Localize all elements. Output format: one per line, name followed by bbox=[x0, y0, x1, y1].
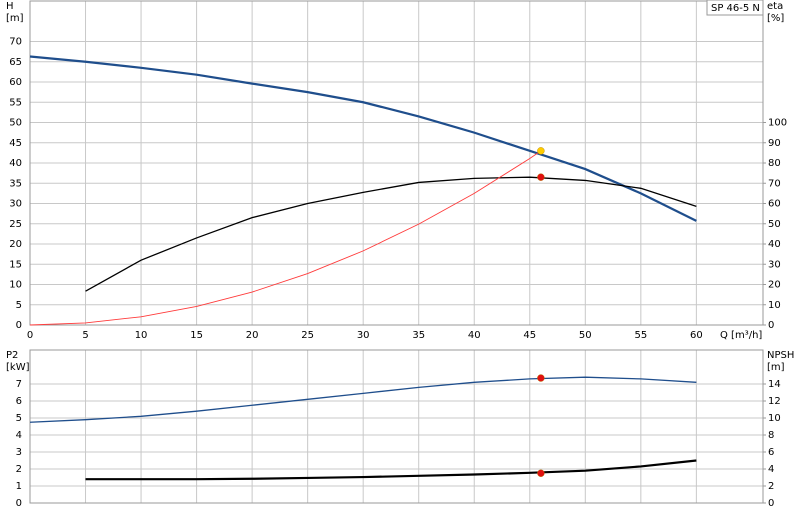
x-tick-label: 5 bbox=[82, 330, 88, 341]
curve bbox=[29, 55, 697, 222]
x-tick-label: 20 bbox=[246, 330, 259, 341]
y-tick-label: 1 bbox=[16, 481, 22, 492]
y2-tick-label: 10 bbox=[768, 413, 781, 424]
y2-tick-label: 14 bbox=[768, 379, 781, 390]
y-tick-label: 10 bbox=[9, 280, 22, 291]
y2-tick-label: 80 bbox=[768, 158, 781, 169]
x-tick-label: 30 bbox=[357, 330, 370, 341]
y-tick-label: 0 bbox=[16, 498, 22, 509]
y2-tick-label: 50 bbox=[768, 219, 781, 230]
y2-tick-label: 4 bbox=[768, 464, 774, 475]
x-tick-label: 40 bbox=[468, 330, 481, 341]
x-tick-label: 0 bbox=[27, 330, 33, 341]
x-tick-label: 10 bbox=[135, 330, 148, 341]
y-tick-label: 15 bbox=[9, 259, 22, 270]
y2-tick-label: 30 bbox=[768, 259, 781, 270]
y2-tick-label: 10 bbox=[768, 300, 781, 311]
plot-frame bbox=[29, 0, 764, 326]
operating-point bbox=[537, 469, 545, 477]
x-tick-label: 35 bbox=[412, 330, 425, 341]
y2-axis-label: NPSH bbox=[767, 350, 794, 361]
y2-tick-label: 40 bbox=[768, 239, 781, 250]
y2-tick-label: 12 bbox=[768, 396, 781, 407]
curve bbox=[85, 176, 697, 292]
y-tick-label: 65 bbox=[9, 57, 22, 68]
y-tick-label: 30 bbox=[9, 199, 22, 210]
y-tick-label: 6 bbox=[16, 396, 22, 407]
x-tick-label: 60 bbox=[690, 330, 703, 341]
y2-tick-label: 2 bbox=[768, 481, 774, 492]
legend-box bbox=[706, 0, 764, 16]
curve bbox=[29, 150, 542, 326]
y2-tick-label: 60 bbox=[768, 199, 781, 210]
y2-axis-label: [%] bbox=[767, 13, 784, 24]
operating-point bbox=[537, 173, 545, 181]
x-axis-label: Q [m³/h] bbox=[720, 330, 762, 341]
y-tick-label: 5 bbox=[16, 413, 22, 424]
y2-tick-label: 0 bbox=[768, 320, 774, 331]
y2-tick-label: 90 bbox=[768, 138, 781, 149]
y-tick-label: 55 bbox=[9, 97, 22, 108]
y-tick-label: 3 bbox=[16, 447, 22, 458]
y2-tick-label: 20 bbox=[768, 280, 781, 291]
y-tick-label: 70 bbox=[9, 37, 22, 48]
y2-tick-label: 0 bbox=[768, 498, 774, 509]
x-tick-label: 55 bbox=[634, 330, 647, 341]
y-axis-label: [kW] bbox=[6, 362, 30, 373]
legend-label: SP 46-5 N bbox=[711, 3, 760, 14]
y2-tick-label: 70 bbox=[768, 178, 781, 189]
curve bbox=[29, 376, 697, 423]
y-tick-label: 7 bbox=[16, 379, 22, 390]
y-axis-label: P2 bbox=[6, 350, 18, 361]
y-tick-label: 4 bbox=[16, 430, 22, 441]
y-tick-label: 25 bbox=[9, 219, 22, 230]
y2-tick-label: 8 bbox=[768, 430, 774, 441]
y-tick-label: 50 bbox=[9, 118, 22, 129]
operating-point bbox=[537, 374, 545, 382]
y-tick-label: 60 bbox=[9, 77, 22, 88]
plot-frame bbox=[29, 349, 764, 504]
y-axis-label: H bbox=[6, 1, 14, 12]
y-tick-label: 5 bbox=[16, 300, 22, 311]
curve bbox=[85, 459, 697, 481]
y-tick-label: 0 bbox=[16, 320, 22, 331]
y-axis-label: [m] bbox=[6, 13, 24, 24]
y2-tick-label: 6 bbox=[768, 447, 774, 458]
x-tick-label: 25 bbox=[301, 330, 314, 341]
y2-axis-label: [m] bbox=[767, 362, 785, 373]
y-tick-label: 20 bbox=[9, 239, 22, 250]
y-tick-label: 40 bbox=[9, 158, 22, 169]
y-tick-label: 35 bbox=[9, 178, 22, 189]
y2-tick-label: 100 bbox=[768, 118, 787, 129]
x-tick-label: 15 bbox=[190, 330, 203, 341]
y-tick-label: 45 bbox=[9, 138, 22, 149]
x-tick-label: 45 bbox=[523, 330, 536, 341]
y-tick-label: 2 bbox=[16, 464, 22, 475]
y2-axis-label: eta bbox=[767, 1, 783, 12]
operating-point bbox=[537, 147, 545, 155]
x-tick-label: 50 bbox=[579, 330, 592, 341]
